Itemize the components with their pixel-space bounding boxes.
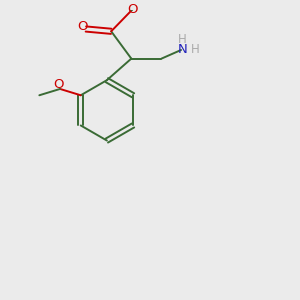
Text: O: O [54, 78, 64, 91]
Text: O: O [77, 20, 88, 34]
Text: H: H [190, 44, 199, 56]
Text: H: H [178, 33, 187, 46]
Text: O: O [127, 3, 138, 16]
Text: N: N [177, 44, 187, 56]
